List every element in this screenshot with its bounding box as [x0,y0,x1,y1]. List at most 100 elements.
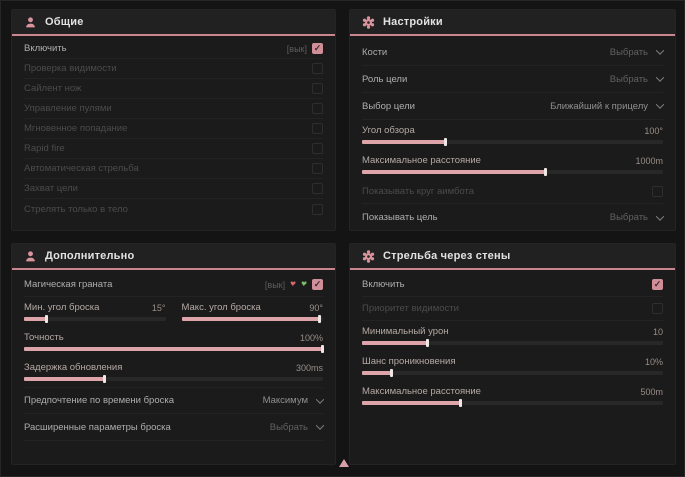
gear-icon [362,249,375,263]
panel-settings: Настройки Кости Выбрать Роль цели Выбрат… [349,9,676,231]
cursor-icon [339,459,349,467]
checkbox-bullet-control[interactable]: ✓ [312,103,323,114]
green-heart-icon[interactable]: ♥ [301,278,307,290]
max-distance-slider[interactable] [362,168,663,176]
dropdown-row-bones: Кости Выбрать [362,39,665,66]
slider-value: 300ms [295,362,323,373]
panel-title: Стрельба через стены [383,250,511,262]
min-damage-slider[interactable] [362,339,663,347]
checkbox-auto-shoot[interactable]: ✓ [312,163,323,174]
slider-max-angle: Макс. угол броска 90° [181,297,323,327]
chevron-down-icon [655,73,665,82]
checkbox-enable[interactable]: ✓ [312,43,323,54]
dropdown-row-throw-time: Предпочтение по времени броска Максимум [24,387,325,414]
show-target-dropdown[interactable]: Выбрать [610,211,665,223]
check-icon: ✓ [313,43,322,53]
checkbox-target-lock[interactable]: ✓ [312,183,323,194]
checkbox-magic-grenade[interactable]: ✓ [312,279,323,290]
checkbox-visibility-priority[interactable]: ✓ [652,303,663,314]
users-icon [24,16,37,29]
toggle-row-body-only: Стрелять только в тело ✓ [24,199,323,219]
slider-value: 100° [644,125,663,136]
slider-handle[interactable] [426,339,430,347]
toggle-row-silent-knife: Сайлент нож ✓ [24,79,323,99]
bones-dropdown[interactable]: Выбрать [610,46,665,58]
checkbox-body-only[interactable]: ✓ [312,203,323,215]
toggle-row-magic-grenade: Магическая граната [вык] ♥ ♥ ✓ [24,273,323,297]
panel-settings-header: Настройки [350,10,675,36]
toggle-row-rapid-fire: Rapid fire ✓ [24,139,323,159]
toggle-row-auto-shoot: Автоматическая стрельба ✓ [24,159,323,179]
slider-handle[interactable] [459,399,463,407]
panel-additional-header: Дополнительно [12,244,335,270]
slider-value: 90° [309,302,323,313]
users-icon [24,250,37,263]
red-heart-icon[interactable]: ♥ [290,278,297,290]
slider-handle[interactable] [102,375,106,383]
check-icon: ✓ [653,279,662,289]
slider-handle[interactable] [390,369,394,377]
chevron-down-icon [655,100,665,109]
target-role-dropdown[interactable]: Выбрать [610,73,665,85]
slider-value: 10 [652,326,663,337]
max-angle-slider[interactable] [181,315,323,323]
slider-value: 1000m [635,155,663,166]
update-delay-slider[interactable] [24,375,323,383]
panel-general-header: Общие [12,10,335,36]
keybind-tag[interactable]: [вык] [286,43,307,54]
dropdown-row-target-role: Роль цели Выбрать [362,66,665,93]
checkbox-visibility-check[interactable]: ✓ [312,63,323,74]
checkbox-silent-knife[interactable]: ✓ [312,83,323,94]
accuracy-slider[interactable] [24,345,324,353]
dropdown-row-target-select: Выбор цели Ближайший к прицелу [362,93,665,120]
gear-icon [362,15,375,29]
fov-slider[interactable] [362,138,663,146]
panel-title: Настройки [383,16,443,28]
checkbox-walls-enable[interactable]: ✓ [652,279,663,290]
slider-handle[interactable] [318,315,322,323]
checkbox-rapid-fire[interactable]: ✓ [312,143,323,154]
panel-title: Общие [45,16,84,28]
penetration-slider[interactable] [362,369,663,377]
panel-title: Дополнительно [45,250,135,262]
toggle-row-instant-hit: Мгновенное попадание ✓ [24,119,323,139]
toggle-row-target-lock: Захват цели ✓ [24,179,323,199]
slider-min-damage: Минимальный урон 10 [362,321,663,351]
min-angle-slider[interactable] [24,315,166,323]
slider-value: 100% [299,332,323,343]
slider-max-distance: Максимальное расстояние 1000m [362,150,663,180]
checkbox-show-circle[interactable]: ✓ [652,186,663,197]
walls-max-distance-slider[interactable] [362,399,663,407]
advanced-dropdown[interactable]: Выбрать [270,421,325,433]
slider-handle[interactable] [444,138,448,146]
toggle-row-visibility-priority: Приоритет видимости ✓ [362,297,663,321]
slider-value: 500m [640,386,663,397]
slider-handle[interactable] [321,345,324,353]
panel-walls-header: Стрельба через стены [350,244,675,270]
toggle-row-show-circle: Показывать круг аимбота ✓ [362,180,663,204]
keybind-tag[interactable]: [вык] [264,279,286,290]
slider-handle[interactable] [44,315,48,323]
slider-update-delay: Задержка обновления 300ms [24,357,323,387]
panel-general: Общие Включить [вык] ✓ Проверка видимост… [11,9,336,231]
panel-walls: Стрельба через стены Включить ✓ Приорите… [349,243,676,465]
toggle-row-walls-enable: Включить ✓ [362,273,663,297]
check-icon: ✓ [313,279,322,289]
checkbox-instant-hit[interactable]: ✓ [312,123,323,134]
target-select-dropdown[interactable]: Ближайший к прицелу [550,100,665,112]
dropdown-row-show-target: Показывать цель Выбрать [362,204,665,230]
slider-value: 15° [151,302,166,313]
toggle-row-visibility-check: Проверка видимости ✓ [24,59,323,79]
chevron-down-icon [655,211,665,221]
toggle-row-bullet-control: Управление пулями ✓ [24,99,323,119]
slider-accuracy: Точность 100% [24,327,324,357]
slider-walls-max-distance: Максимальное расстояние 500m [362,381,663,411]
slider-min-angle: Мин. угол броска 15° [24,297,166,327]
slider-handle[interactable] [543,168,547,176]
panel-additional: Дополнительно Магическая граната [вык] ♥… [11,243,336,465]
chevron-down-icon [315,421,325,430]
throw-time-dropdown[interactable]: Максимум [263,394,325,406]
dropdown-row-advanced: Расширенные параметры броска Выбрать [24,414,325,441]
slider-value: 10% [644,356,663,367]
chevron-down-icon [655,46,665,55]
